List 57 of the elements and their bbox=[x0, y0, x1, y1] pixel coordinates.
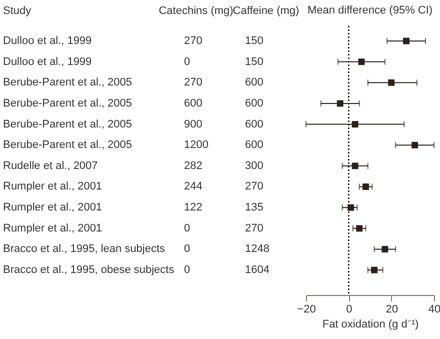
data-label: 0 bbox=[184, 56, 190, 68]
point bbox=[356, 225, 363, 232]
y-tick-label: Rumpler et al., 2001 bbox=[3, 180, 102, 193]
data-label: 600 bbox=[245, 118, 264, 130]
x-tick-label: Caffeine (mg) bbox=[232, 5, 300, 17]
y-tick-label: Dulloo et al., 1999 bbox=[3, 56, 92, 68]
data-label: 600 bbox=[245, 76, 264, 89]
y-tick-label: Bracco et al., 1995, lean subjects bbox=[3, 243, 166, 256]
data-label: 600 bbox=[245, 139, 264, 152]
data-label: 135 bbox=[245, 202, 264, 214]
x-axis-title: Fat oxidation (g d⁻¹) bbox=[322, 318, 419, 330]
data-label: 150 bbox=[245, 34, 264, 47]
x-tick-label: 0 bbox=[346, 304, 352, 316]
point bbox=[358, 58, 365, 66]
point bbox=[412, 142, 418, 148]
y-tick-label: Berube-Parent et al., 2005 bbox=[3, 139, 132, 152]
x-tick-label: 40 bbox=[428, 304, 440, 316]
point bbox=[352, 121, 358, 128]
data-label: 300 bbox=[245, 160, 264, 172]
data-label: 900 bbox=[184, 118, 202, 130]
x-tick-label: 20 bbox=[386, 304, 398, 316]
data-label: 270 bbox=[184, 76, 202, 89]
point bbox=[382, 246, 388, 252]
data-label: 244 bbox=[184, 180, 202, 193]
data-label: 122 bbox=[184, 202, 202, 214]
point bbox=[388, 79, 395, 86]
y-tick-label: Rumpler et al., 2001 bbox=[3, 202, 102, 214]
y-tick-label: Berube-Parent et al., 2005 bbox=[3, 118, 132, 130]
y-tick-label: Bracco et al., 1995, obese subjects bbox=[3, 264, 175, 276]
data-label: 270 bbox=[245, 180, 264, 193]
point bbox=[352, 162, 358, 170]
chart-title: Mean difference (95% CI) bbox=[307, 4, 433, 16]
data-label: 150 bbox=[245, 56, 264, 68]
y-tick-label: Rudelle et al., 2007 bbox=[3, 160, 98, 172]
y-tick-label: Dulloo et al., 1999 bbox=[3, 34, 92, 47]
data-label: 0 bbox=[184, 264, 190, 276]
data-label: 282 bbox=[184, 160, 202, 172]
point bbox=[336, 100, 344, 107]
data-label: 600 bbox=[245, 97, 264, 110]
data-label: 270 bbox=[184, 34, 202, 47]
point bbox=[371, 266, 378, 274]
y-tick-label: Rumpler et al., 2001 bbox=[3, 222, 102, 234]
data-label: 0 bbox=[184, 222, 190, 234]
data-label: 1248 bbox=[245, 243, 270, 256]
point bbox=[348, 204, 354, 211]
point bbox=[403, 38, 410, 44]
data-label: 0 bbox=[184, 243, 190, 256]
x-tick-label: Catechins (mg) bbox=[158, 5, 234, 17]
data-label: 1604 bbox=[245, 264, 270, 276]
x-tick-label: −20 bbox=[297, 304, 316, 316]
y-tick-label: Berube-Parent et al., 2005 bbox=[3, 76, 132, 89]
point bbox=[362, 183, 369, 190]
y-axis-title: Study bbox=[3, 5, 32, 17]
data-label: 1200 bbox=[184, 139, 208, 152]
data-label: 270 bbox=[245, 222, 264, 234]
y-tick-label: Berube-Parent et al., 2005 bbox=[3, 97, 132, 110]
data-label: 600 bbox=[184, 97, 202, 110]
